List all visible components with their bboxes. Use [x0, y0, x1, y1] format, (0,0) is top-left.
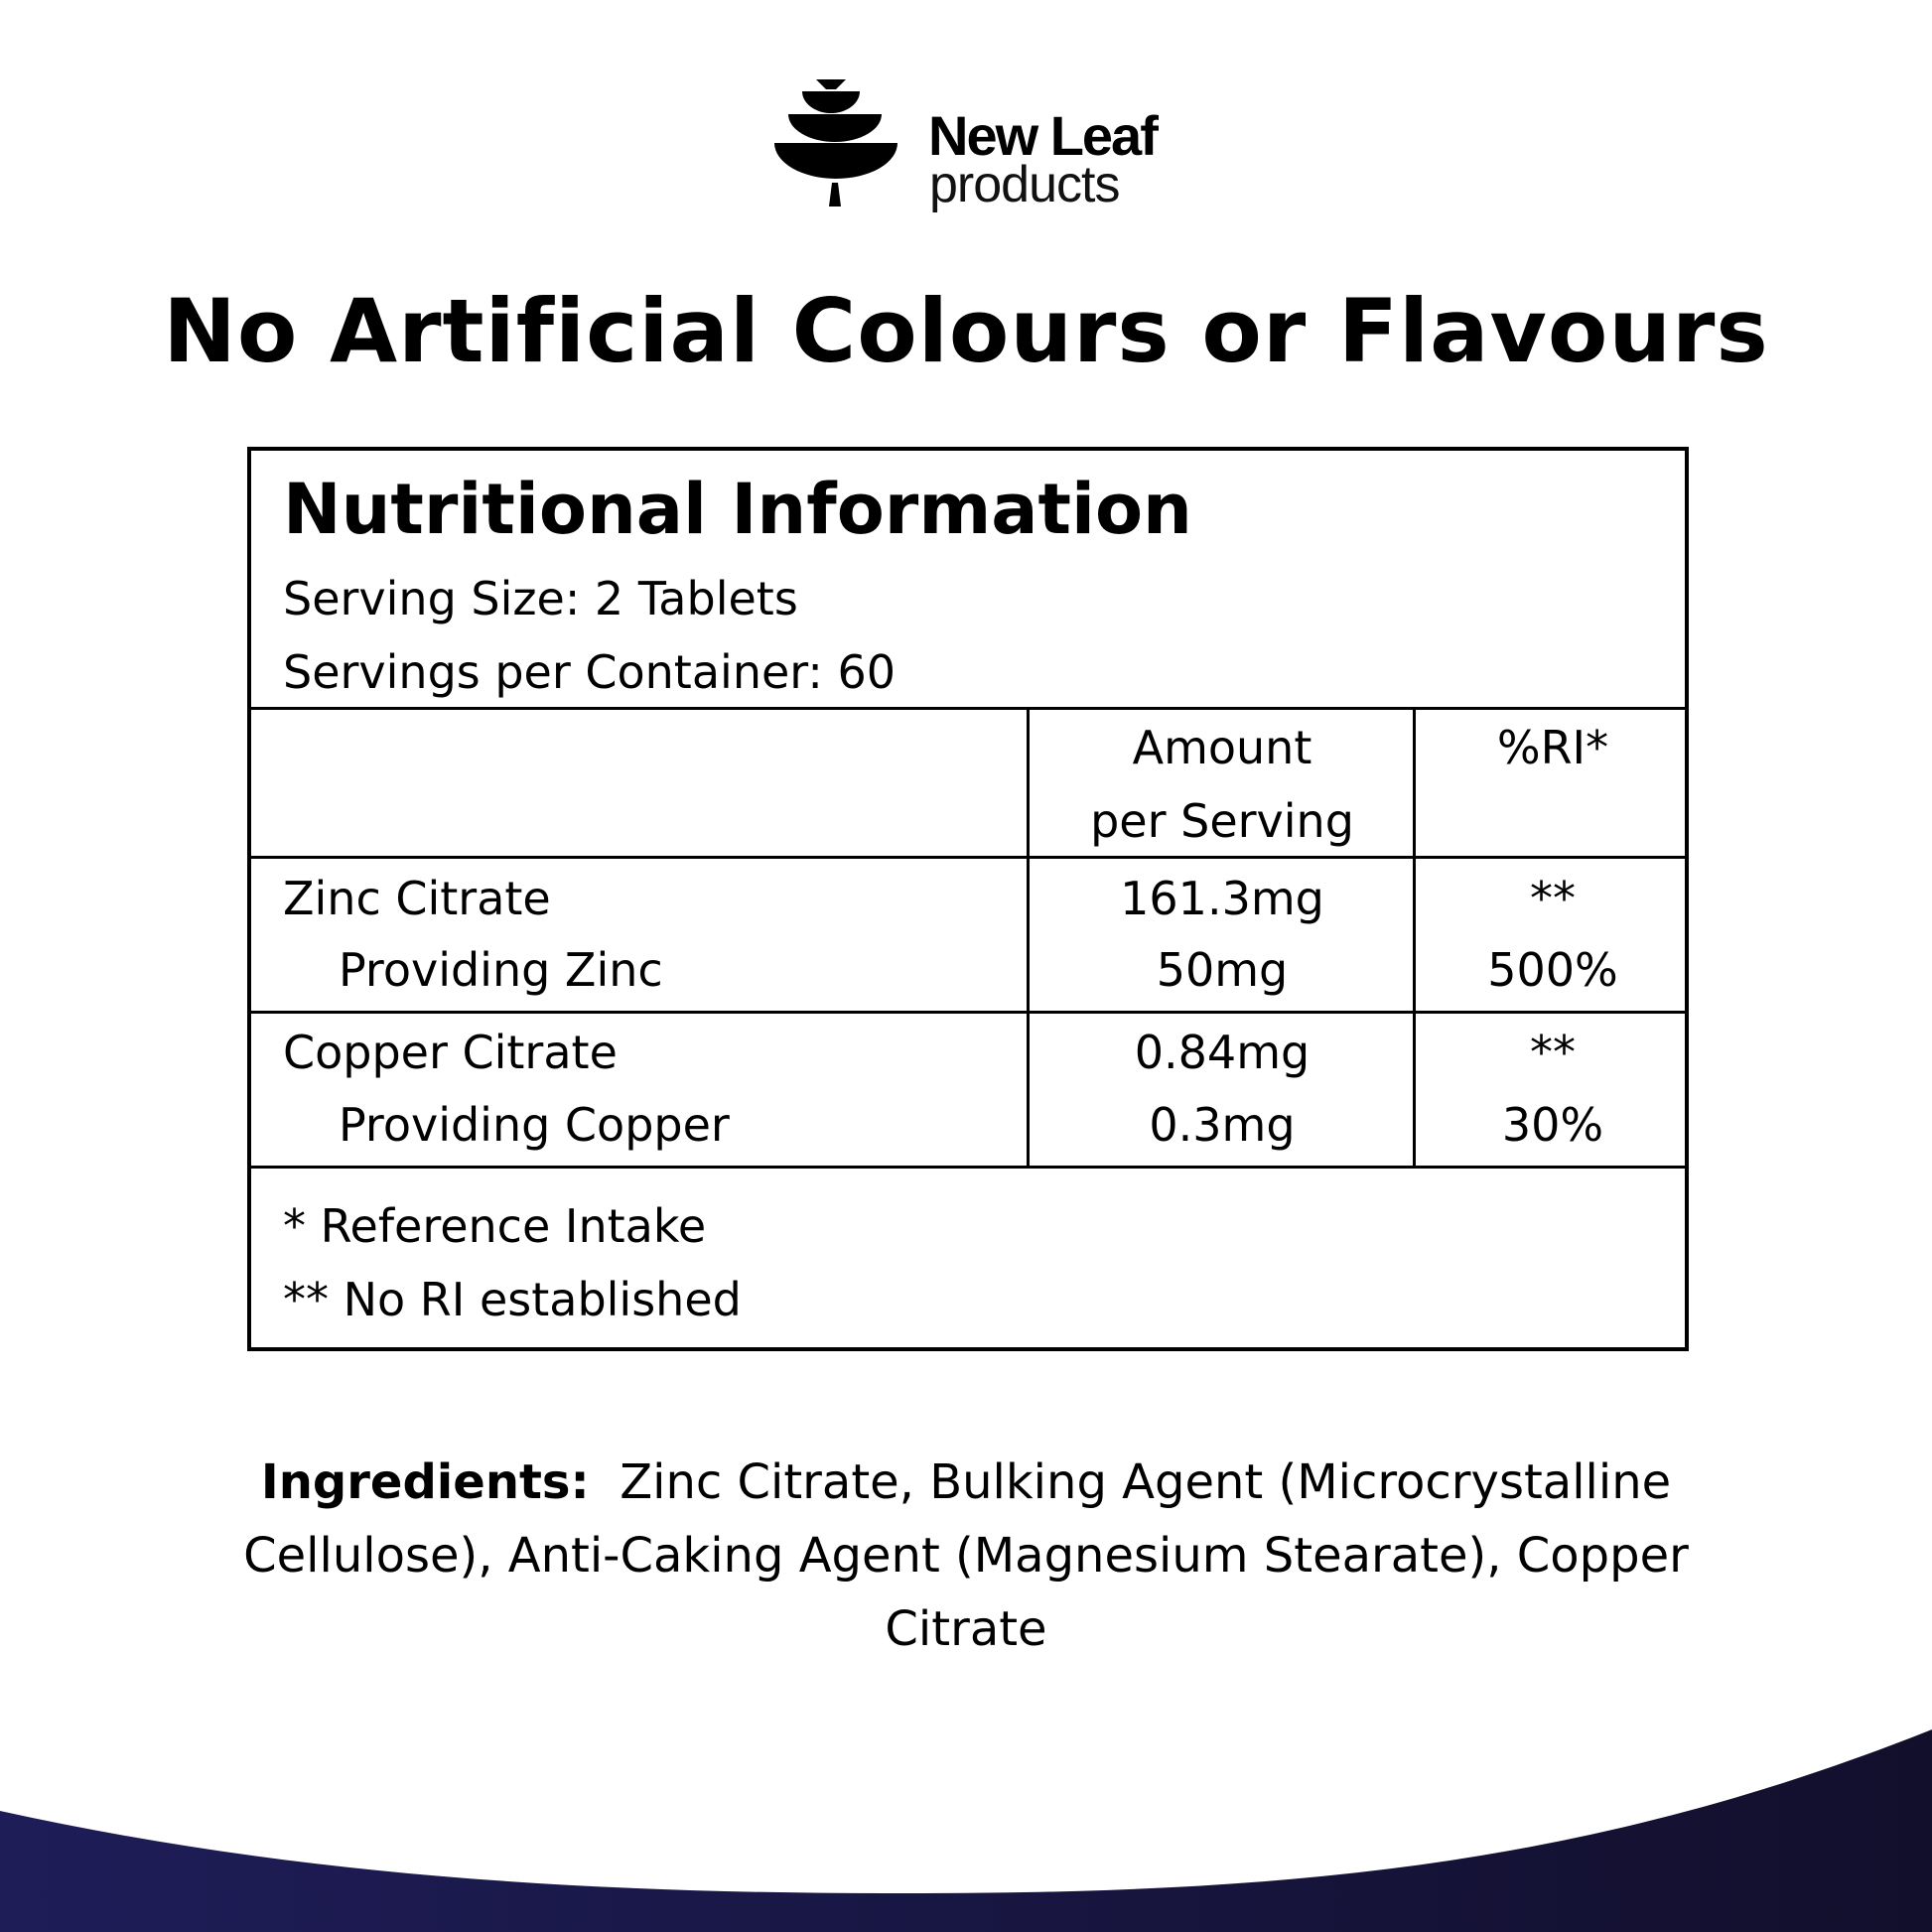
column-header-per-serving: per Serving — [1090, 794, 1354, 848]
row-subri: 30% — [1501, 1098, 1604, 1152]
divider — [251, 856, 1685, 859]
ingredients: Ingredients: Zinc Citrate, Bulking Agent… — [199, 1446, 1733, 1666]
divider — [251, 1166, 1685, 1169]
divider — [251, 707, 1685, 710]
footnote: ** No RI established — [283, 1273, 742, 1326]
column-header-amount: Amount — [1132, 721, 1312, 774]
row-subname: Providing Copper — [339, 1098, 730, 1152]
row-subname: Providing Zinc — [339, 943, 663, 997]
row-ri: ** — [1530, 872, 1576, 925]
brand-name: New Leaf — [928, 104, 1159, 167]
row-subamount: 0.3mg — [1149, 1098, 1296, 1152]
column-header-ri: %RI* — [1496, 721, 1609, 774]
ingredients-text: Zinc Citrate, Bulking Agent (Microcrysta… — [243, 1454, 1689, 1657]
divider — [1413, 707, 1416, 1169]
leaf-logo-icon — [774, 79, 897, 207]
row-amount: 161.3mg — [1120, 872, 1324, 925]
row-name: Copper Citrate — [283, 1026, 618, 1079]
nutrition-heading: Nutritional Information — [283, 469, 1192, 550]
serving-size: Serving Size: 2 Tablets — [283, 572, 798, 625]
row-subamount: 50mg — [1156, 943, 1289, 997]
footer-wave — [0, 1729, 1932, 1932]
divider — [1027, 707, 1030, 1169]
divider — [251, 1011, 1685, 1014]
servings-per-container: Servings per Container: 60 — [283, 645, 897, 699]
brand-subtitle: products — [929, 156, 1120, 213]
footnote: * Reference Intake — [283, 1199, 707, 1253]
row-ri: ** — [1530, 1026, 1576, 1079]
row-amount: 0.84mg — [1134, 1026, 1311, 1079]
ingredients-label: Ingredients: — [260, 1454, 590, 1510]
row-name: Zinc Citrate — [283, 872, 551, 925]
row-subri: 500% — [1487, 943, 1618, 997]
nutrition-table: Nutritional Information Serving Size: 2 … — [247, 447, 1689, 1351]
page-title: No Artificial Colours or Flavours — [163, 280, 1769, 382]
